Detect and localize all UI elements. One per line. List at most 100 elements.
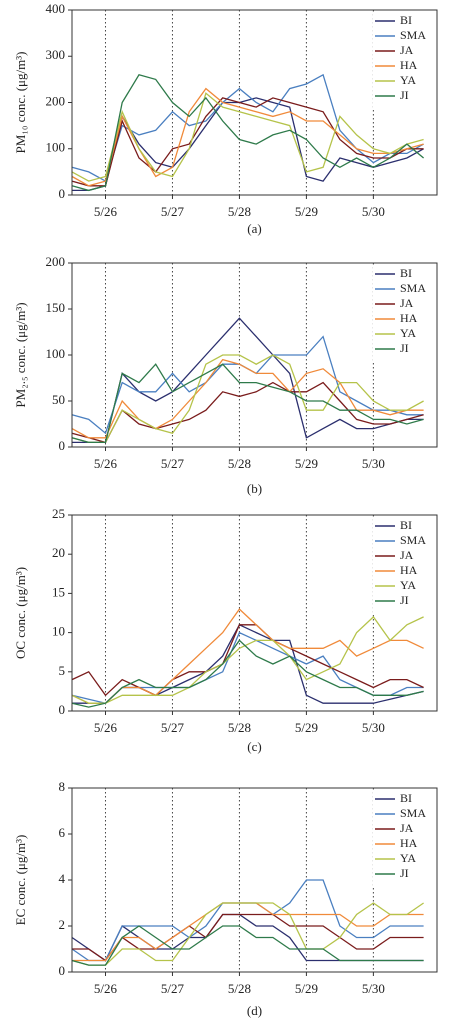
caption: (a) xyxy=(247,221,261,236)
plot-frame xyxy=(71,262,438,448)
y-tick-label: 0 xyxy=(59,186,66,201)
y-tick-label: 10 xyxy=(52,624,65,639)
legend-label: YA xyxy=(400,851,416,865)
series-line xyxy=(71,87,424,187)
y-tick-label: 300 xyxy=(46,47,66,62)
caption: (d) xyxy=(247,1003,262,1018)
y-tick-label: 200 xyxy=(46,254,66,269)
y-axis-label: PM₂.₅ conc. (μg/m³) xyxy=(13,302,28,407)
y-tick-label: 50 xyxy=(52,392,65,407)
series-line xyxy=(71,902,424,966)
legend-label: JA xyxy=(400,821,414,835)
legend-label: SMA xyxy=(400,533,426,547)
legend-label: JA xyxy=(400,548,414,562)
legend-bg xyxy=(373,265,433,361)
x-tick-label: 5/28 xyxy=(228,204,251,219)
legend-label: SMA xyxy=(400,28,426,42)
x-tick-label: 5/29 xyxy=(295,981,318,996)
caption: (c) xyxy=(247,739,261,754)
x-tick-label: 5/29 xyxy=(295,720,318,735)
series-line xyxy=(71,631,424,704)
y-tick-label: 4 xyxy=(59,871,66,886)
legend-label: HA xyxy=(400,563,418,577)
legend-bg xyxy=(373,517,433,613)
y-tick-label: 400 xyxy=(46,1,66,16)
x-tick-label: 5/28 xyxy=(228,456,251,471)
y-axis-label: EC conc. (μg/m³) xyxy=(13,835,28,926)
series-line xyxy=(71,363,424,444)
x-tick-label: 5/27 xyxy=(161,981,185,996)
x-tick-label: 5/29 xyxy=(295,456,318,471)
legend-label: BI xyxy=(400,791,412,805)
x-tick-label: 5/26 xyxy=(94,456,118,471)
plot-frame xyxy=(71,787,438,973)
series-line xyxy=(71,358,424,439)
series-line xyxy=(72,97,424,192)
legend-label: HA xyxy=(400,836,418,850)
legend-label: YA xyxy=(400,326,416,340)
x-tick-label: 5/27 xyxy=(161,720,185,735)
y-tick-label: 0 xyxy=(59,702,66,717)
series-line xyxy=(71,92,424,182)
y-tick-label: 0 xyxy=(59,963,66,978)
series-line xyxy=(71,615,424,704)
x-tick-label: 5/27 xyxy=(161,456,185,471)
legend-label: BI xyxy=(400,266,412,280)
y-axis-label: OC conc. (μg/m³) xyxy=(13,567,28,659)
x-tick-label: 5/30 xyxy=(362,456,385,471)
plot-frame xyxy=(71,9,438,196)
series-line xyxy=(71,381,424,444)
legend-label: JI xyxy=(400,593,409,607)
legend-label: JA xyxy=(400,43,414,57)
legend-label: SMA xyxy=(400,806,426,820)
y-tick-label: 100 xyxy=(46,140,66,155)
x-tick-label: 5/30 xyxy=(362,204,385,219)
legend-label: YA xyxy=(400,73,416,87)
x-tick-label: 5/26 xyxy=(94,204,118,219)
legend-label: BI xyxy=(400,518,412,532)
series-line xyxy=(72,317,424,444)
series-line xyxy=(71,74,425,192)
x-tick-label: 5/26 xyxy=(94,981,118,996)
legend-label: JI xyxy=(400,341,409,355)
legend-bg xyxy=(373,12,433,108)
x-tick-label: 5/28 xyxy=(228,981,251,996)
legend-label: JI xyxy=(400,88,409,102)
series-line xyxy=(71,97,424,187)
series-line xyxy=(71,624,424,697)
x-tick-label: 5/30 xyxy=(362,720,385,735)
legend-label: JA xyxy=(400,296,414,310)
legend-label: JI xyxy=(400,866,409,880)
x-tick-label: 5/29 xyxy=(295,204,318,219)
y-tick-label: 6 xyxy=(59,825,66,840)
y-tick-label: 200 xyxy=(46,93,66,108)
y-tick-label: 25 xyxy=(52,506,65,521)
y-tick-label: 5 xyxy=(59,663,66,678)
y-tick-label: 0 xyxy=(59,438,66,453)
legend-bg xyxy=(373,790,433,886)
series-line xyxy=(72,913,424,962)
legend-label: BI xyxy=(400,13,412,27)
y-tick-label: 150 xyxy=(46,300,66,315)
x-tick-label: 5/30 xyxy=(362,981,385,996)
legend-label: HA xyxy=(400,58,418,72)
y-tick-label: 15 xyxy=(52,584,65,599)
y-axis-label: PM₁₀ conc. (μg/m³) xyxy=(13,52,28,154)
x-tick-label: 5/26 xyxy=(94,720,118,735)
caption: (b) xyxy=(247,481,262,496)
series-line xyxy=(71,925,424,966)
y-tick-label: 2 xyxy=(59,917,66,932)
series-line xyxy=(71,354,424,444)
legend-label: YA xyxy=(400,578,416,592)
y-tick-label: 8 xyxy=(59,779,66,794)
legend-label: HA xyxy=(400,311,418,325)
x-tick-label: 5/27 xyxy=(161,204,185,219)
plot-frame xyxy=(71,514,438,712)
y-tick-label: 100 xyxy=(46,346,66,361)
x-tick-label: 5/28 xyxy=(228,720,251,735)
